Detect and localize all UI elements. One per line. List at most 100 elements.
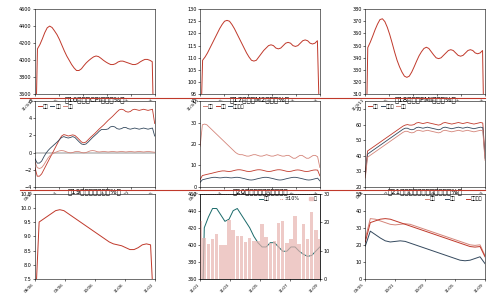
矿企 [388, 223, 394, 226]
中国 [480, 129, 486, 133]
指数 [226, 218, 232, 221]
中国 [314, 155, 320, 159]
指数 [222, 220, 228, 223]
指数 [214, 207, 220, 210]
Bar [244, 242, 248, 279]
欧元区 [416, 125, 422, 129]
白色矿业 [432, 233, 438, 236]
矿企 [372, 218, 378, 221]
Line: 日元: 日元 [35, 151, 154, 169]
Bar [318, 239, 322, 279]
中国 [416, 128, 422, 132]
指数 [308, 254, 314, 257]
日元 [58, 149, 64, 152]
欧元 [48, 146, 54, 150]
美国 [376, 141, 382, 145]
白色矿业 [397, 221, 403, 224]
中国 [202, 122, 207, 126]
指数 [288, 245, 294, 249]
石矿 [427, 248, 433, 252]
白色矿业 [452, 240, 458, 243]
日元 [36, 167, 43, 170]
Bar [310, 212, 314, 279]
美国 [314, 168, 320, 172]
石矿 [472, 257, 478, 260]
Bar [306, 239, 310, 279]
美国 [152, 122, 158, 125]
欧元 [63, 136, 69, 139]
Line: 美国: 美国 [366, 122, 485, 174]
Bar [202, 238, 206, 279]
Bar [302, 224, 305, 279]
Line: 白色矿业: 白色矿业 [366, 219, 485, 257]
指数 [234, 207, 240, 210]
白色矿业 [402, 223, 408, 226]
Text: 图16：各国CPI增速（%）: 图16：各国CPI增速（%） [64, 96, 125, 103]
指数 [210, 207, 216, 210]
中国 [244, 154, 250, 158]
白色矿业 [412, 226, 418, 230]
指数 [202, 226, 207, 230]
Line: 美国: 美国 [200, 170, 320, 179]
Bar [232, 230, 235, 279]
欧元 [143, 127, 149, 130]
欧元区 [480, 126, 486, 130]
美国 [32, 166, 38, 169]
欧洲央行 [244, 177, 250, 181]
美国 [391, 130, 397, 134]
中国 [376, 148, 382, 151]
石矿 [392, 240, 398, 243]
石矿 [477, 255, 483, 259]
白色矿业 [368, 221, 374, 224]
美国 [56, 138, 62, 142]
指数 [238, 213, 244, 217]
Bar [206, 244, 210, 279]
Text: 图20：彭博全球矿业股指数: 图20：彭博全球矿业股指数 [232, 188, 288, 195]
美国 [362, 172, 368, 175]
指数 [218, 213, 224, 217]
指数 [300, 252, 306, 256]
矿企 [412, 224, 418, 228]
美国 [480, 121, 486, 125]
欧洲央行 [306, 178, 312, 182]
日元 [32, 160, 38, 164]
白色矿业 [467, 245, 473, 248]
Bar [294, 216, 297, 279]
矿企 [447, 236, 453, 240]
矿企 [427, 230, 433, 233]
白色矿业 [482, 255, 488, 259]
Legend: 中国, 美国, 欧洲央行: 中国, 美国, 欧洲央行 [202, 104, 245, 110]
白色矿业 [388, 218, 394, 221]
欧元 [110, 124, 116, 128]
欧元区 [384, 138, 390, 142]
Legend: 美国, 欧元, 日元: 美国, 欧元, 日元 [38, 104, 74, 110]
矿企 [442, 235, 448, 238]
美国 [317, 174, 323, 178]
欧元区 [391, 134, 397, 137]
指数 [296, 249, 302, 253]
指数 [268, 241, 274, 244]
Line: 欧洲央行: 欧洲央行 [200, 177, 320, 182]
石矿 [378, 236, 384, 240]
Bar [252, 241, 256, 279]
石矿 [447, 255, 453, 259]
石矿 [407, 241, 413, 245]
美国 [244, 169, 250, 173]
Line: 石矿: 石矿 [366, 231, 485, 264]
矿企 [472, 244, 478, 247]
指数 [284, 249, 290, 253]
白色矿业 [382, 217, 388, 220]
指数 [251, 235, 257, 238]
美国 [63, 134, 69, 137]
Line: 指数: 指数 [200, 208, 320, 300]
美国 [78, 140, 84, 144]
Line: 欧元区: 欧元区 [366, 127, 485, 176]
指数 [276, 245, 281, 249]
中国 [471, 130, 477, 134]
美国 [34, 174, 40, 178]
石矿 [462, 259, 468, 262]
Bar [264, 237, 268, 279]
石矿 [362, 244, 368, 248]
指数 [246, 226, 252, 230]
白色矿业 [392, 219, 398, 223]
